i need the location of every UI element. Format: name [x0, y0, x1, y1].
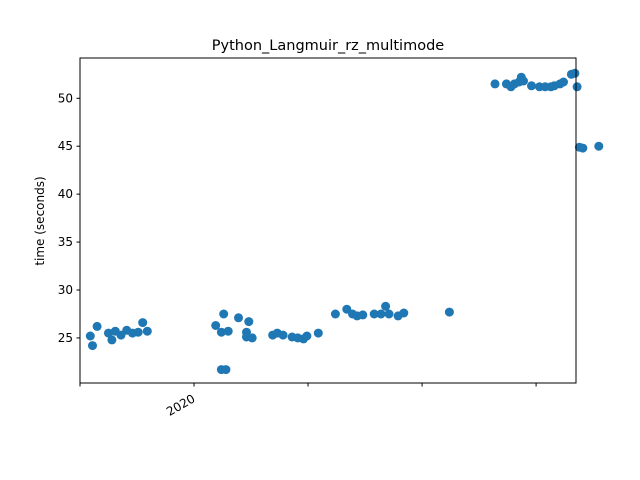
data-point: [358, 310, 368, 320]
data-point: [302, 331, 312, 341]
y-tick-label: 35: [58, 235, 73, 249]
data-point: [211, 321, 221, 330]
data-point: [381, 301, 391, 311]
data-point: [330, 309, 340, 319]
y-tick-label: 45: [58, 139, 73, 153]
y-tick-label: 25: [58, 331, 73, 345]
data-point: [221, 365, 231, 375]
y-axis-label: time (seconds): [33, 176, 47, 265]
data-point: [570, 68, 580, 78]
data-point: [104, 328, 113, 338]
data-point: [85, 331, 95, 341]
y-tick-label: 30: [58, 283, 73, 297]
data-point: [138, 318, 148, 328]
data-point: [223, 326, 233, 336]
data-point: [313, 328, 323, 338]
data-point: [572, 82, 582, 92]
data-point: [107, 335, 117, 345]
data-point: [92, 321, 102, 331]
data-point: [399, 308, 409, 318]
data-point: [490, 79, 500, 89]
data-point: [369, 309, 379, 319]
data-point: [88, 341, 97, 351]
x-tick-label: 2020: [164, 391, 197, 418]
data-point: [244, 317, 254, 327]
data-point: [216, 327, 226, 337]
y-tick-label: 50: [58, 91, 73, 105]
data-point: [578, 143, 588, 153]
data-point: [376, 309, 386, 319]
data-point: [559, 77, 568, 87]
data-point: [133, 327, 143, 337]
data-point: [234, 313, 243, 323]
data-point: [594, 141, 604, 151]
data-point: [219, 309, 229, 319]
data-points: [85, 68, 604, 375]
axis-ticks: 25 30 35 40 45 50 2020: [58, 91, 537, 419]
data-point: [527, 81, 536, 91]
data-point: [519, 76, 528, 86]
data-point: [142, 326, 152, 336]
data-point: [278, 330, 288, 340]
data-point: [247, 333, 257, 343]
data-point: [444, 307, 454, 317]
y-tick-label: 40: [58, 187, 73, 201]
chart-title: Python_Langmuir_rz_multimode: [212, 38, 445, 54]
data-point: [384, 309, 394, 319]
plot-frame: [79, 57, 577, 384]
